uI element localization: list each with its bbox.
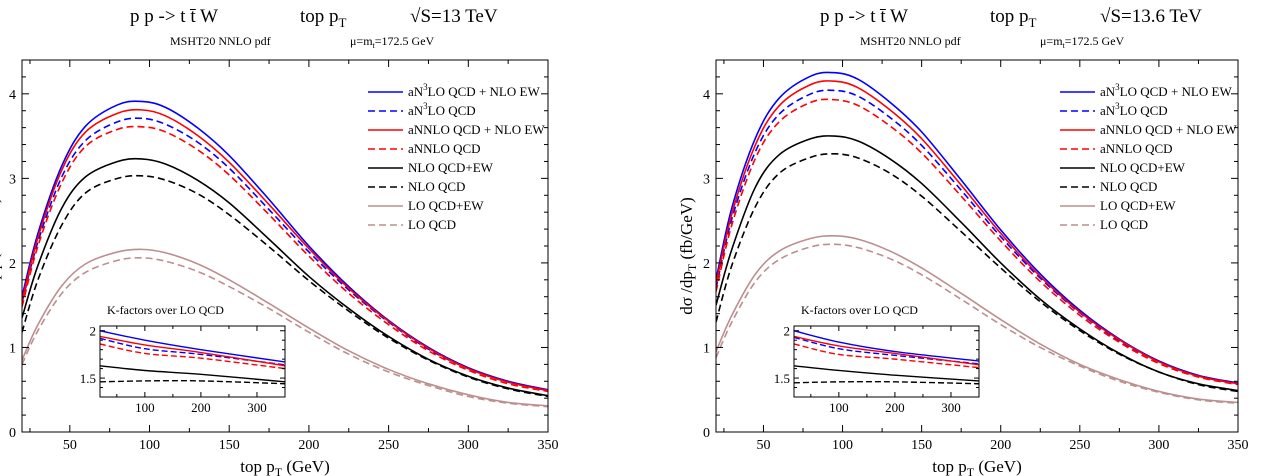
y-tick-label: 0 bbox=[9, 426, 16, 441]
x-tick-label: 300 bbox=[458, 438, 479, 453]
chart-subtitle-pdf: MSHT20 NNLO pdf bbox=[860, 34, 961, 48]
chart-title-observable: top pT bbox=[990, 6, 1037, 30]
inset-y-tick-label: 2 bbox=[90, 324, 97, 339]
x-tick-label: 150 bbox=[911, 438, 932, 453]
y-axis-label: dσ /dpT (fb/GeV) bbox=[677, 197, 699, 315]
series-line-4 bbox=[22, 125, 548, 393]
series-group bbox=[716, 71, 1238, 405]
x-tick-label: 50 bbox=[756, 438, 770, 453]
legend-label-7: LO QCD+EW bbox=[1100, 198, 1176, 213]
inset-y-tick-label: 1.5 bbox=[80, 371, 96, 386]
chart-subtitle-scale: μ=mt=172.5 GeV bbox=[350, 34, 435, 50]
legend-label-8: LO QCD bbox=[408, 217, 456, 232]
chart-subtitle-pdf: MSHT20 NNLO pdf bbox=[170, 34, 271, 48]
chart-title-energy: √S=13.6 TeV bbox=[1100, 6, 1202, 27]
x-tick-label: 200 bbox=[990, 438, 1011, 453]
inset-x-tick-label: 100 bbox=[829, 400, 849, 415]
chart-panel-1: p p -> t t̄ W top pT √S=13 TeV MSHT20 NNLO … bbox=[0, 6, 559, 476]
chart-title-process: p p -> t t̄ W bbox=[130, 6, 218, 27]
legend-label-2: aN3LO QCD bbox=[408, 101, 476, 118]
y-tick-label: 1 bbox=[703, 341, 710, 356]
series-line-8 bbox=[22, 257, 548, 408]
legend-label-1: aN3LO QCD + NLO EW bbox=[408, 82, 540, 99]
inset-series-line-4 bbox=[100, 343, 285, 370]
legend-label-3: aNNLO QCD + NLO EW bbox=[408, 122, 545, 137]
chart-subtitle-scale: μ=mt=172.5 GeV bbox=[1040, 34, 1125, 50]
inset: K-factors over LO QCD 100 200 300 1.5 2 bbox=[80, 303, 286, 415]
inset-x-tick-label: 200 bbox=[191, 400, 211, 415]
legend-label-4: aNNLO QCD bbox=[1100, 141, 1173, 156]
chart-title-observable: top pT bbox=[300, 6, 347, 30]
x-tick-label: 350 bbox=[538, 438, 559, 453]
y-tick-label: 0 bbox=[703, 426, 710, 441]
inset-series-line-6 bbox=[794, 380, 979, 385]
x-tick-label: 50 bbox=[63, 438, 77, 453]
inset-x-tick-label: 100 bbox=[135, 400, 155, 415]
inset-x-tick-label: 200 bbox=[885, 400, 905, 415]
series-line-8 bbox=[716, 243, 1238, 405]
series-line-7 bbox=[22, 248, 548, 407]
inset: K-factors over LO QCD 100 200 300 1.5 2 bbox=[774, 303, 980, 415]
y-tick-label: 2 bbox=[9, 257, 16, 272]
inset-series-line-3 bbox=[794, 335, 979, 366]
legend-label-4: aNNLO QCD bbox=[408, 141, 481, 156]
inset-background bbox=[794, 326, 979, 397]
chart-title-process: p p -> t t̄ W bbox=[820, 6, 908, 27]
series-group bbox=[22, 100, 548, 408]
series-line-5 bbox=[22, 157, 548, 397]
x-tick-label: 100 bbox=[139, 438, 160, 453]
series-line-6 bbox=[22, 174, 548, 398]
inset-series-line-3 bbox=[100, 335, 285, 367]
legend-label-6: NLO QCD bbox=[408, 179, 465, 194]
legend-label-7: LO QCD+EW bbox=[408, 198, 484, 213]
inset-x-tick-label: 300 bbox=[941, 400, 961, 415]
x-tick-label: 350 bbox=[1228, 438, 1249, 453]
chart-title-energy: √S=13 TeV bbox=[410, 6, 498, 27]
legend-label-8: LO QCD bbox=[1100, 217, 1148, 232]
inset-series-line-1 bbox=[794, 330, 979, 362]
series-line-6 bbox=[716, 153, 1238, 393]
inset-series-line-4 bbox=[794, 343, 979, 369]
inset-frame bbox=[99, 325, 286, 398]
y-tick-label: 2 bbox=[703, 257, 710, 272]
legend-label-2: aN3LO QCD bbox=[1100, 101, 1168, 118]
series-line-7 bbox=[716, 235, 1238, 404]
legend-label-1: aN3LO QCD + NLO EW bbox=[1100, 82, 1232, 99]
inset-series-line-1 bbox=[100, 330, 285, 363]
chart-panel-2: p p -> t t̄ W top pT √S=13.6 TeV MSHT20 NNL… bbox=[677, 6, 1249, 476]
x-axis-label: top pT (GeV) bbox=[932, 457, 1022, 476]
x-axis-label: top pT (GeV) bbox=[240, 457, 330, 476]
y-tick-label: 4 bbox=[703, 88, 710, 103]
series-line-3 bbox=[22, 108, 548, 392]
y-tick-label: 4 bbox=[9, 88, 16, 103]
y-tick-label: 3 bbox=[703, 172, 710, 187]
inset-series-group bbox=[100, 330, 285, 385]
x-tick-label: 250 bbox=[1069, 438, 1090, 453]
inset-title: K-factors over LO QCD bbox=[107, 303, 224, 317]
legend-label-5: NLO QCD+EW bbox=[1100, 160, 1186, 175]
inset-title: K-factors over LO QCD bbox=[801, 303, 918, 317]
inset-x-tick-label: 300 bbox=[247, 400, 267, 415]
x-tick-label: 100 bbox=[832, 438, 853, 453]
x-tick-label: 150 bbox=[219, 438, 240, 453]
inset-series-line-5 bbox=[794, 365, 979, 382]
x-tick-label: 250 bbox=[378, 438, 399, 453]
legend-label-6: NLO QCD bbox=[1100, 179, 1157, 194]
x-tick-label: 300 bbox=[1148, 438, 1169, 453]
inset-frame bbox=[793, 325, 980, 398]
inset-series-line-6 bbox=[100, 379, 285, 385]
inset-y-tick-label: 2 bbox=[784, 324, 791, 339]
series-line-3 bbox=[716, 80, 1238, 385]
inset-series-group bbox=[794, 330, 979, 385]
inset-series-line-5 bbox=[100, 365, 285, 383]
y-tick-label: 3 bbox=[9, 172, 16, 187]
x-tick-label: 200 bbox=[298, 438, 319, 453]
y-axis-label: dσ /dpT (fb/GeV) bbox=[0, 197, 5, 315]
inset-y-tick-label: 1.5 bbox=[774, 371, 790, 386]
y-tick-label: 1 bbox=[9, 341, 16, 356]
legend-label-3: aNNLO QCD + NLO EW bbox=[1100, 122, 1237, 137]
legend-label-5: NLO QCD+EW bbox=[408, 160, 494, 175]
